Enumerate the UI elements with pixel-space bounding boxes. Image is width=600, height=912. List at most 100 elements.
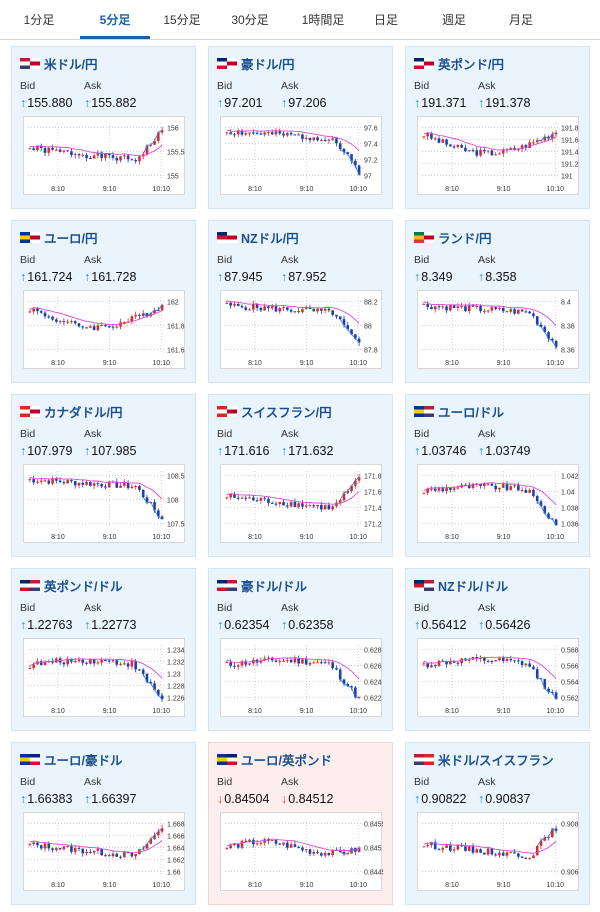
up-arrow-icon: ↑: [281, 618, 288, 632]
pair-title[interactable]: 豪ドル/円: [217, 54, 294, 72]
pair-title[interactable]: NZドル/ドル: [414, 576, 508, 594]
rate-card[interactable]: カナダドル/円 Bid Ask ↑107.979 ↑107.985 108.5 108 107…: [11, 394, 196, 557]
ask-price: 87.952: [288, 270, 327, 284]
tab-2[interactable]: 5分足: [80, 0, 150, 39]
candle-body: [274, 660, 278, 662]
candlestick-chart[interactable]: 1.234 1.232 1.23 1.228 1.226 8:10 9:10 10:10: [23, 638, 185, 717]
candle-body: [338, 669, 342, 680]
rate-card[interactable]: NZドル/ドル Bid Ask ↑0.56412 ↑0.56426 0.568 0.566 0…: [405, 568, 590, 731]
tab-7[interactable]: 週足: [441, 13, 466, 27]
candlestick-chart[interactable]: 0.628 0.626 0.624 0.622 8:10 9:10 10:10: [220, 638, 382, 717]
tab-4[interactable]: 30分足: [231, 13, 269, 27]
candle-body: [452, 305, 456, 308]
rate-card[interactable]: 英ポンド/円 Bid Ask ↑191.371 ↑191.378 191.8 191.6 19…: [405, 46, 590, 209]
candle-body: [445, 661, 448, 665]
tab-5[interactable]: 1時間足: [301, 13, 345, 27]
rate-card[interactable]: 豪ドル/円 Bid Ask ↑97.201 ↑97.206 97.6 97.4 97.2 97 8…: [208, 46, 393, 209]
candle-body: [430, 133, 433, 139]
rate-card[interactable]: ユーロ/円 Bid Ask ↑161.724 ↑161.728 162 161.8 161.6…: [11, 220, 196, 383]
candlestick-chart[interactable]: 0.8455 0.845 0.8445 8:10 9:10 10:10: [220, 812, 383, 891]
rate-card[interactable]: スイスフラン/円 Bid Ask ↑171.616 ↑171.632 171.8 171.6…: [208, 394, 393, 557]
rate-card[interactable]: NZドル/円 Bid Ask ↑87.945 ↑87.952 88.2 88 87.8 8:10…: [208, 220, 393, 383]
pair-title[interactable]: ランド/円: [414, 228, 491, 246]
candle-body: [338, 316, 342, 320]
candlestick-chart[interactable]: 0.908 0.906 8:10 9:10 10:10: [417, 812, 579, 891]
candle-body: [483, 852, 486, 855]
pair-title[interactable]: スイスフラン/円: [217, 402, 332, 420]
pair-title[interactable]: ユーロ/円: [20, 228, 97, 246]
candlestick-chart[interactable]: 0.568 0.566 0.564 0.562 8:10 9:10 10:10: [417, 638, 579, 717]
candle-body: [282, 660, 285, 662]
candle-body: [286, 842, 289, 848]
candle-body: [301, 309, 304, 313]
candle-body: [323, 308, 327, 311]
candlestick-chart[interactable]: 162 161.8 161.6 8:10 9:10 10:10: [23, 290, 185, 369]
pair-title[interactable]: ユーロ/ドル: [414, 402, 504, 420]
candle-body: [535, 316, 539, 325]
rate-card[interactable]: 米ドル/スイスフラン Bid Ask ↑0.90822 ↑0.90837 0.908 0.9…: [405, 742, 590, 905]
candle-body: [126, 663, 130, 667]
rate-card[interactable]: 米ドル/円 Bid Ask ↑155.880 ↑155.882 156 155.5 155 8:…: [11, 46, 196, 209]
tab-1[interactable]: 1分足: [23, 13, 55, 27]
pair-title[interactable]: ユーロ/豪ドル: [20, 750, 122, 768]
bid-value: ↑1.03746: [414, 444, 466, 458]
candle-body: [278, 660, 282, 662]
pair-title[interactable]: 英ポンド/円: [414, 54, 504, 72]
pair-title[interactable]: 豪ドル/ドル: [217, 576, 307, 594]
candle-body: [335, 668, 338, 670]
candle-body: [331, 310, 334, 315]
candle-body: [225, 497, 229, 499]
candlestick-chart[interactable]: 171.8 171.6 171.4 171.2 8:10 9:10 10:10: [220, 464, 382, 543]
candle-body: [452, 488, 456, 490]
pair-title[interactable]: カナダドル/円: [20, 402, 122, 420]
ask-price: 0.56426: [485, 618, 531, 632]
ask-label: Ask: [281, 80, 299, 92]
bid-label: Bid: [414, 80, 430, 92]
candlestick-chart[interactable]: 1.042 1.04 1.038 1.036 8:10 9:10 10:10: [417, 464, 579, 543]
candle-body: [449, 661, 452, 665]
candle-body: [471, 846, 475, 853]
x-tick-label: 8:10: [248, 882, 262, 889]
candlestick-chart[interactable]: 108.5 108 107.5 8:10 9:10 10:10: [23, 464, 185, 543]
candle-body: [55, 848, 58, 851]
candle-body: [498, 153, 501, 155]
pair-title[interactable]: ユーロ/英ポンド: [217, 750, 332, 768]
bid-price: 8.349: [421, 270, 453, 284]
rate-card[interactable]: ランド/円 Bid Ask ↑8.349 ↑8.358 8.4 8.38 8.36 8:10 9:…: [405, 220, 590, 383]
bid-price: 0.56412: [421, 618, 467, 632]
bid-label: Bid: [414, 602, 430, 614]
candlestick-chart[interactable]: 1.668 1.666 1.664 1.662 1.66 8:10 9:10 10:10: [23, 812, 185, 891]
candle-body: [115, 157, 119, 161]
candle-body: [316, 852, 319, 854]
timeframe-tabs: 1分足 5分足 15分足 30分足 1時間足 日足 週足 月足: [0, 0, 600, 40]
candle-body: [130, 661, 134, 667]
pair-title[interactable]: 米ドル/スイスフラン: [414, 750, 554, 768]
pair-title[interactable]: 英ポンド/ドル: [20, 576, 122, 594]
pair-title[interactable]: NZドル/円: [217, 228, 299, 246]
pair-title[interactable]: 米ドル/円: [20, 54, 97, 72]
tab-3[interactable]: 15分足: [163, 13, 201, 27]
rate-card[interactable]: 豪ドル/ドル Bid Ask ↑0.62354 ↑0.62358 0.628 0.626 0.…: [208, 568, 393, 731]
candle-body: [62, 321, 66, 323]
moving-average-line: [423, 482, 557, 506]
candle-body: [286, 659, 289, 661]
currency-flag-icon: [414, 58, 434, 69]
candle-body: [126, 155, 130, 160]
candlestick-chart[interactable]: 8.4 8.38 8.36 8:10 9:10 10:10: [417, 290, 579, 369]
rate-card[interactable]: ユーロ/豪ドル Bid Ask ↑1.66383 ↑1.66397 1.668 1.666 1…: [11, 742, 196, 905]
rate-card[interactable]: ユーロ/ドル Bid Ask ↑1.03746 ↑1.03749 1.042 1.04 1.0…: [405, 394, 590, 557]
rate-card[interactable]: 英ポンド/ドル Bid Ask ↑1.22763 ↑1.22773 1.234 1.232 1…: [11, 568, 196, 731]
candlestick-chart[interactable]: 88.2 88 87.8 8:10 9:10 10:10: [220, 290, 382, 369]
candle-body: [357, 165, 361, 175]
tab-6[interactable]: 日足: [373, 13, 398, 27]
candlestick-chart[interactable]: 156 155.5 155 8:10 9:10 10:10: [23, 116, 185, 195]
candle-body: [528, 663, 531, 667]
candlestick-chart[interactable]: 191.8 191.6 191.4 191.2 191 8:10 9:10 10:10: [417, 116, 579, 195]
candlestick-chart[interactable]: 97.6 97.4 97.2 97 8:10 9:10 10:10: [220, 116, 382, 195]
ask-value: ↑107.985: [84, 444, 136, 458]
up-arrow-icon: ↑: [217, 618, 224, 632]
rate-card[interactable]: ユーロ/英ポンドBidAsk↓0.84504↓0.845120.84550.84…: [208, 742, 393, 905]
bid-value: ↑0.62354: [217, 618, 269, 632]
candle-body: [483, 483, 486, 486]
tab-8[interactable]: 月足: [508, 13, 533, 27]
